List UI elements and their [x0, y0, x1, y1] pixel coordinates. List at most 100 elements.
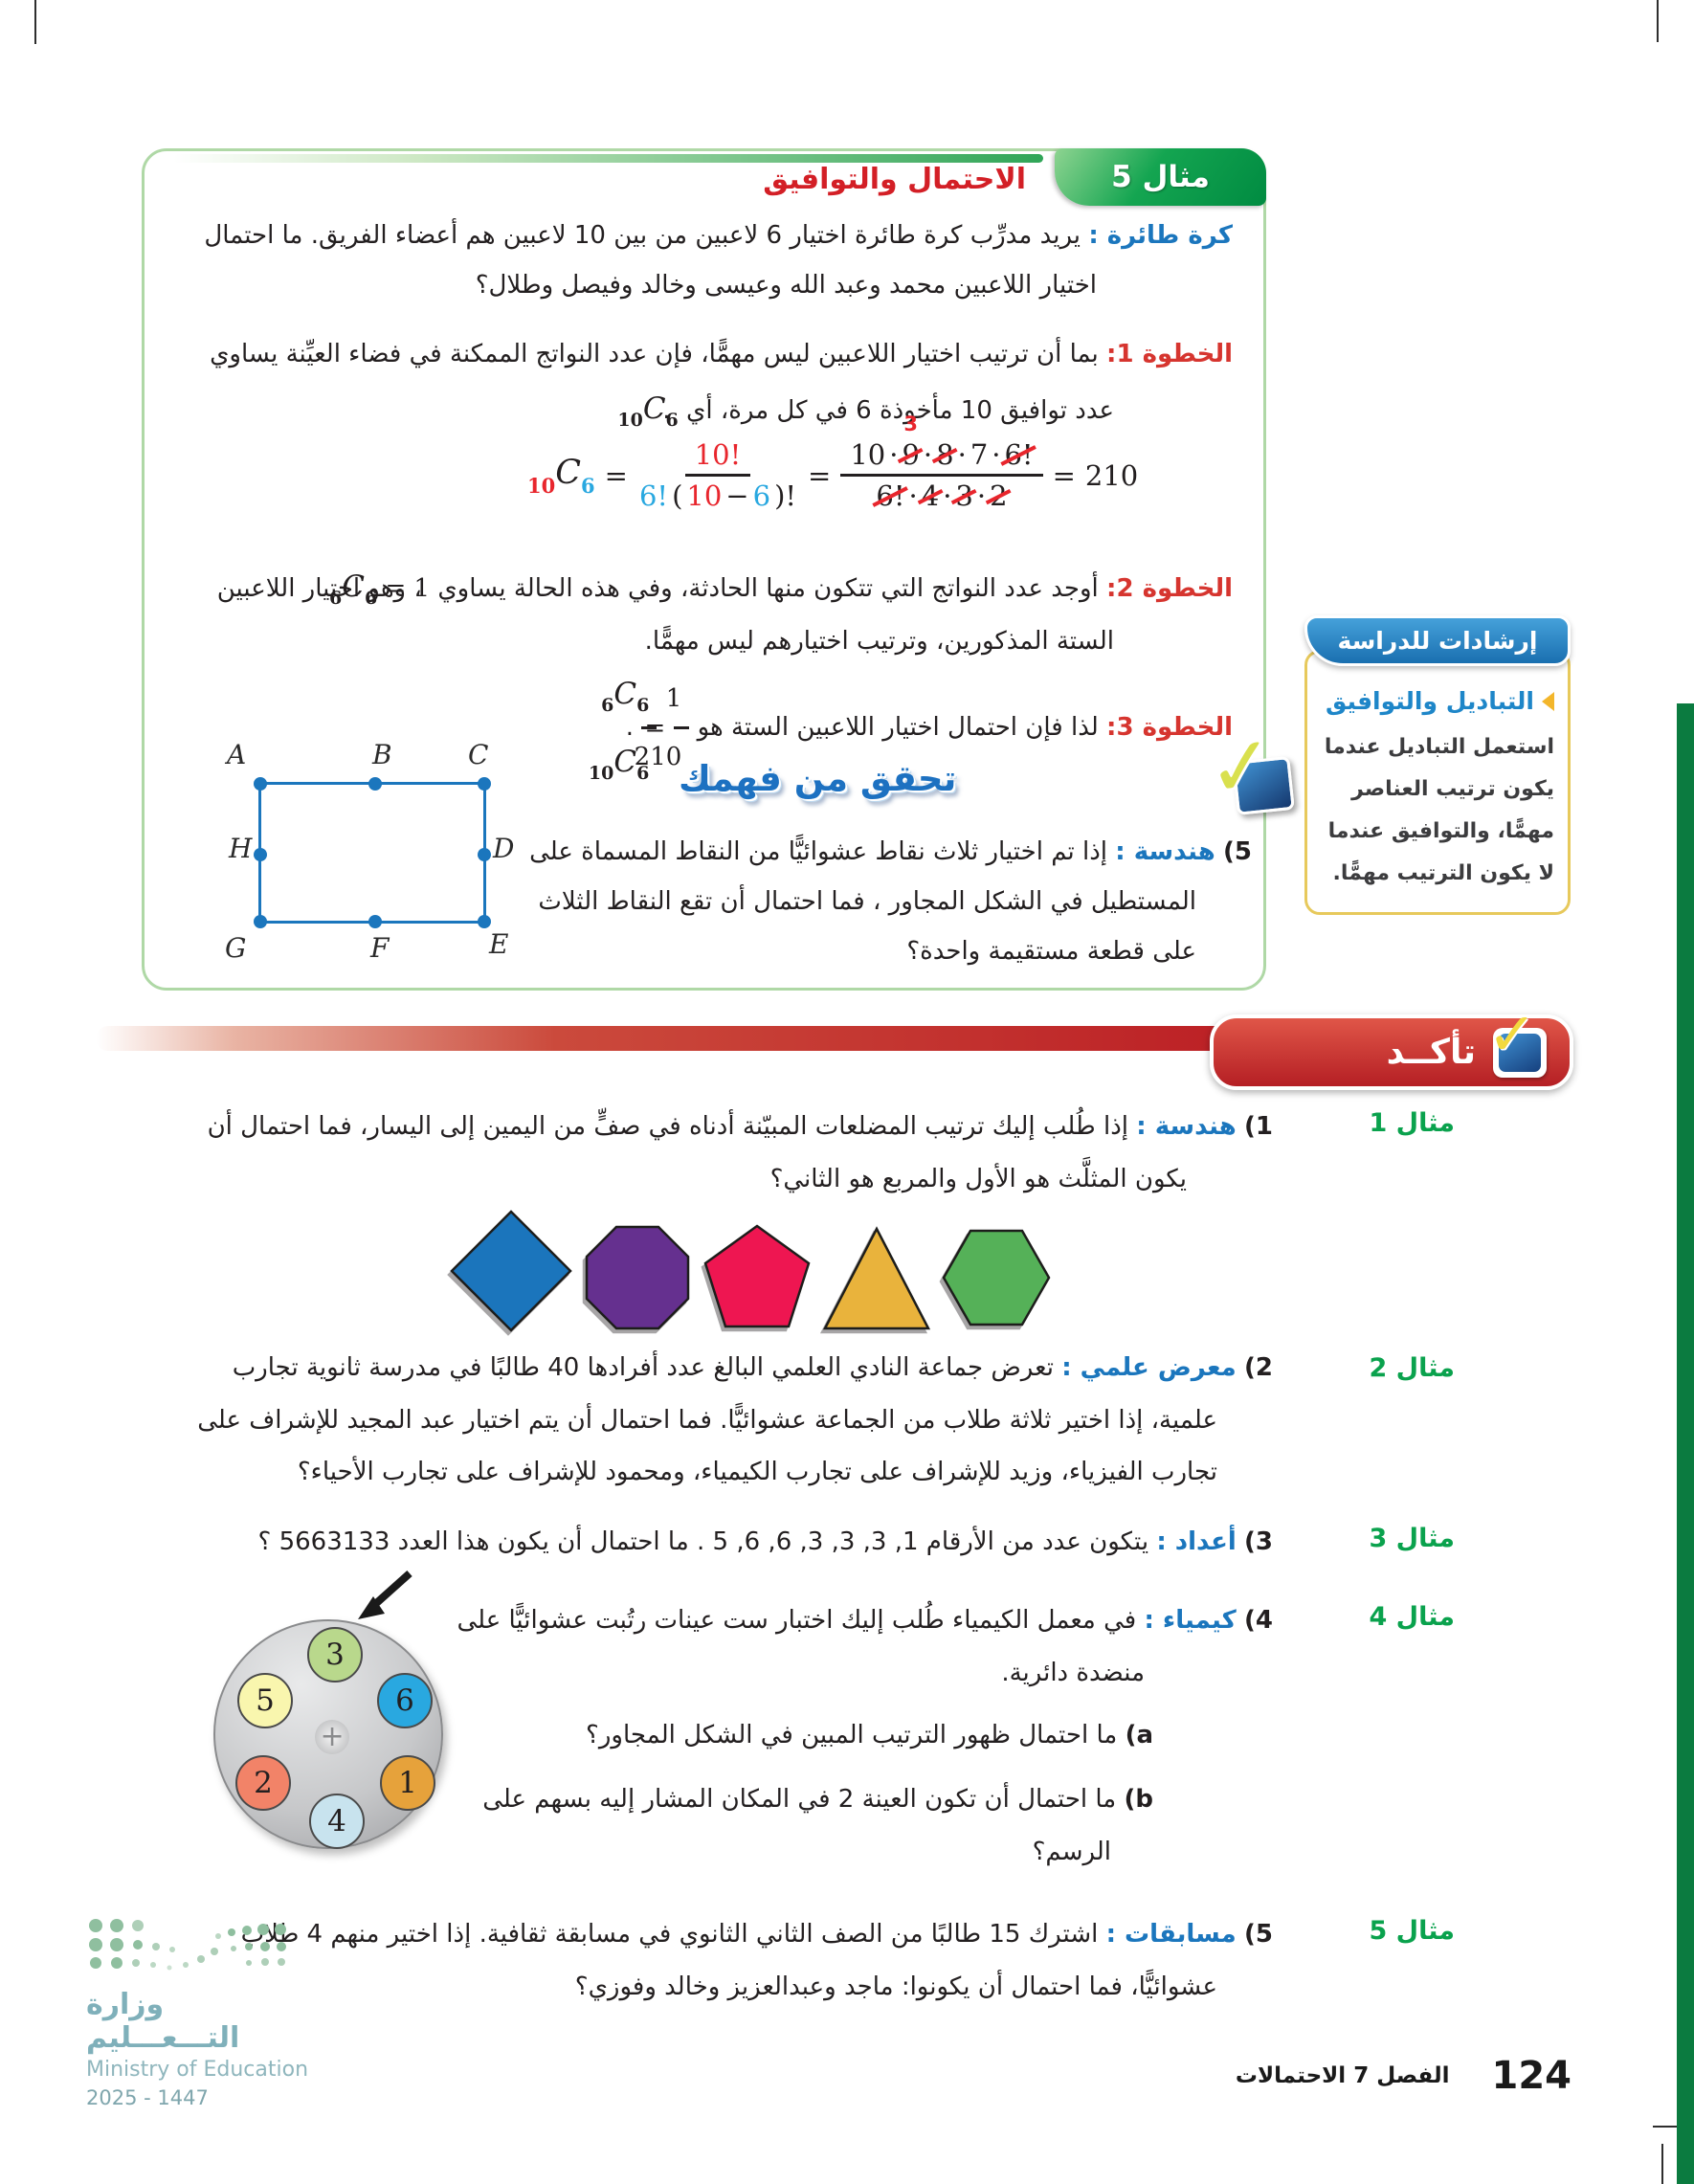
- exercise-text: اشترك 15 طالبًا من الصف الثاني الثانوي ف…: [240, 1920, 1217, 2001]
- question-5-geometry: (5 هندسة : إذا تم اختيار ثلاث نقاط عشوائ…: [507, 827, 1252, 976]
- sample-1: 1: [380, 1755, 435, 1811]
- math-token: ·: [976, 479, 987, 512]
- cancelled-term: 4: [921, 479, 940, 512]
- example-ref-5: مثال 5: [1369, 1916, 1455, 1946]
- math-token: )!: [774, 479, 797, 512]
- table-hub-icon: +: [315, 1720, 349, 1754]
- math-token: 6: [636, 695, 650, 716]
- equals-sign: =: [808, 458, 832, 492]
- exercise-number: (4: [1244, 1606, 1273, 1635]
- logo-years: 2025 - 1447: [86, 2086, 209, 2109]
- sample-3: 3: [307, 1627, 363, 1683]
- exercise-text: يتكون عدد من الأرقام: [925, 1527, 1149, 1556]
- chapter-title: الفصل 7 الاحتمالات: [1235, 2063, 1450, 2088]
- round-table-figure: 3 6 1 4 2 5 +: [213, 1619, 443, 1849]
- volleyball-problem: كرة طائرة : يريد مدرِّب كرة طائرة اختيار…: [168, 211, 1233, 310]
- rectangle-figure: [254, 777, 491, 928]
- step-3-label: الخطوة 3:: [1106, 713, 1233, 742]
- example-ref-4: مثال 4: [1369, 1602, 1455, 1632]
- point-label-E: E: [489, 928, 509, 960]
- pointer-arrow-icon: [358, 1571, 412, 1619]
- logo-dots-icon: [89, 1919, 286, 1971]
- math-token: C: [642, 391, 666, 426]
- exercise-number: (3: [1244, 1527, 1273, 1556]
- exercise-4b: (b ما احتمال أن تكون العينة 2 في المكان …: [397, 1773, 1153, 1878]
- box-top-gradient: [173, 154, 1043, 163]
- pentagon-polygon: [703, 1224, 811, 1328]
- math-token: 6: [665, 410, 679, 431]
- step-2: الخطوة 2: أوجد عدد النواتج التي تتكون من…: [168, 557, 1233, 666]
- example5-tab-label: مثال 5: [1111, 160, 1210, 194]
- math-token: C: [613, 677, 637, 711]
- polygon-row: [448, 1208, 1053, 1334]
- exercise-text: . ما احتمال أن يكون هذا العدد: [397, 1527, 705, 1556]
- math-token: 7: [970, 438, 989, 471]
- study-tip-body: استعمل التباديل عندما يكون ترتيب العناصر…: [1324, 735, 1554, 885]
- exercise-label: كيمياء :: [1144, 1606, 1237, 1635]
- hexagon-polygon: [942, 1229, 1051, 1326]
- example-ref-3: مثال 3: [1369, 1524, 1455, 1553]
- question-number: (5: [1223, 837, 1252, 866]
- sample-number: 2: [254, 1766, 273, 1800]
- vertex-dot-C: [478, 777, 491, 791]
- octagon-polygon: [585, 1225, 690, 1330]
- vertex-dot-E: [478, 915, 491, 928]
- step-3: الخطوة 3: لذا فإن احتمال اختيار اللاعبين…: [168, 664, 1233, 791]
- exercise-number: (2: [1244, 1353, 1273, 1382]
- math-token: 10: [588, 763, 614, 784]
- triangle-shape: [822, 1226, 931, 1330]
- check-understanding-banner: تحقق من فهمك: [679, 758, 957, 799]
- problem-label: كرة طائرة :: [1088, 221, 1233, 250]
- equals-sign: =: [1052, 458, 1076, 492]
- step-2-text-a: أوجد عدد النواتج التي تتكون منها الحادثة…: [437, 574, 1099, 603]
- sample-5: 5: [237, 1673, 293, 1728]
- item-letter: (a: [1125, 1721, 1153, 1749]
- math-token: ·: [923, 438, 933, 471]
- point-label-B: B: [372, 739, 392, 770]
- math-token: (: [672, 479, 683, 512]
- exercise-1: (1 هندسة : إذا طُلب إليك ترتيب المضلعات …: [196, 1101, 1273, 1205]
- exercise-text: في معمل الكيمياء طُلب إليك اختبار ست عين…: [457, 1606, 1145, 1687]
- confirm-banner-bar: [96, 1026, 1244, 1051]
- checkmark-icon: ✓: [1203, 717, 1301, 821]
- step-3-tail: .: [625, 713, 635, 742]
- math-token: 6: [364, 588, 378, 609]
- math-token: 6: [752, 479, 771, 512]
- math-token: C: [555, 453, 582, 492]
- point-label-G: G: [225, 932, 247, 964]
- math-token: 10: [850, 438, 886, 471]
- exercise-4: (4 كيمياء : في معمل الكيمياء طُلب إليك ا…: [431, 1594, 1273, 1699]
- hexagon-shape: [942, 1229, 1051, 1326]
- example5-box: مثال 5 الاحتمال والتوافيق كرة طائرة : ير…: [142, 148, 1266, 991]
- step-2-label: الخطوة 2:: [1106, 574, 1233, 603]
- step-1-tail: .: [662, 396, 671, 425]
- arrow-head: [358, 1596, 385, 1619]
- exercise-label: أعداد :: [1156, 1527, 1237, 1556]
- exercise-text: إذا طُلب إليك ترتيب المضلعات المبيّنة أد…: [207, 1112, 1187, 1193]
- math-token: 9: [902, 438, 920, 471]
- exercise-label: هندسة :: [1136, 1112, 1237, 1141]
- page-number: 124: [1491, 2054, 1572, 2098]
- sample-number: 4: [327, 1804, 346, 1839]
- exercise-4a: (a ما احتمال ظهور الترتيب المبين في الشك…: [397, 1709, 1153, 1762]
- digit-list: 5 ,6 ,6 ,3 ,3 ,3 ,1: [712, 1527, 919, 1556]
- triangle-polygon: [822, 1226, 931, 1330]
- page-edge-strip: [1677, 703, 1694, 2184]
- checkbox-inner: [1499, 1033, 1541, 1072]
- math-token: −: [725, 479, 749, 512]
- math-token: ·: [992, 438, 1001, 471]
- sample-6: 6: [377, 1673, 433, 1728]
- arrow-shaft: [370, 1571, 412, 1609]
- crop-mark: [34, 0, 36, 44]
- math-token: ·: [908, 479, 918, 512]
- math-token: 6: [328, 588, 343, 609]
- exercise-label: مسابقات :: [1105, 1920, 1237, 1949]
- sample-2: 2: [235, 1755, 291, 1811]
- question-label: هندسة :: [1115, 837, 1215, 866]
- point-label-A: A: [227, 739, 247, 770]
- octagon-shape: [585, 1225, 690, 1330]
- exercise-5: (5 مسابقات : اشترك 15 طالبًا من الصف الث…: [191, 1908, 1273, 2013]
- vertex-dot-H: [254, 848, 267, 861]
